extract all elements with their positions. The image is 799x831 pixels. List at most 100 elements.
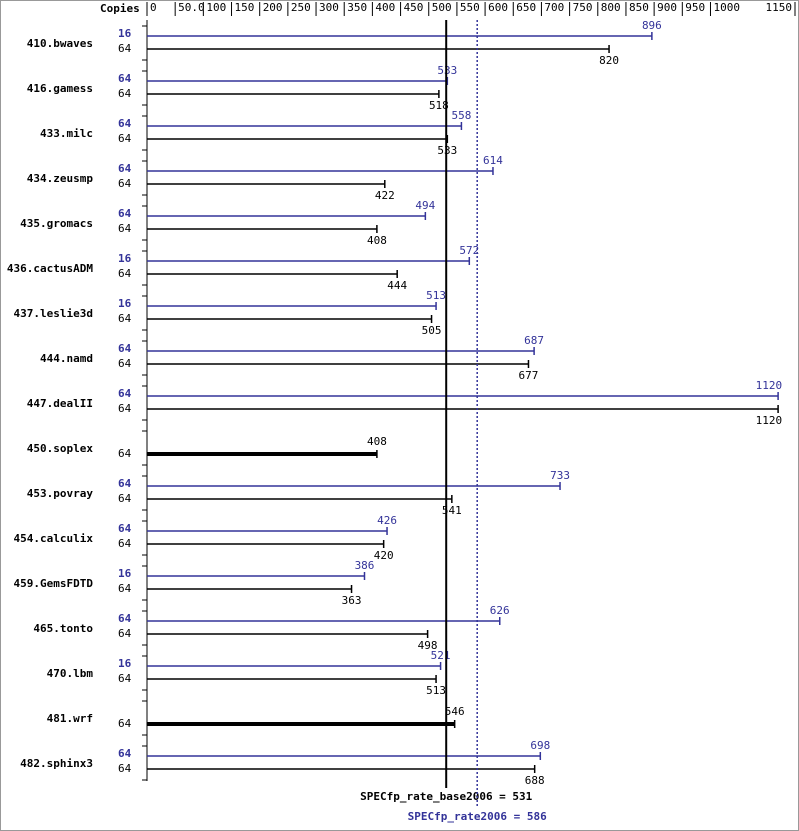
value-label: 408 xyxy=(367,234,387,247)
value-label: 626 xyxy=(490,604,510,617)
copies-label: 64 xyxy=(118,612,132,625)
value-label: 518 xyxy=(429,99,449,112)
category-label: 450.soplex xyxy=(27,442,94,455)
copies-label: 64 xyxy=(118,477,132,490)
copies-label: 64 xyxy=(118,357,132,370)
copies-header: Copies xyxy=(100,2,140,15)
copies-label: 16 xyxy=(118,27,132,40)
copies-label: 64 xyxy=(118,207,132,220)
copies-label: 64 xyxy=(118,117,132,130)
value-label: 733 xyxy=(550,469,570,482)
copies-label: 64 xyxy=(118,87,132,100)
category-label: 433.milc xyxy=(40,127,93,140)
x-tick-label: 400 xyxy=(375,1,395,14)
x-tick-label: 50.0 xyxy=(178,1,205,14)
value-label: 513 xyxy=(426,289,446,302)
value-label: 521 xyxy=(431,649,451,662)
copies-label: 64 xyxy=(118,717,132,730)
copies-label: 64 xyxy=(118,162,132,175)
x-tick-label: 950 xyxy=(685,1,705,14)
copies-label: 64 xyxy=(118,402,132,415)
x-tick-label: 500 xyxy=(432,1,452,14)
copies-label: 64 xyxy=(118,312,132,325)
copies-label: 64 xyxy=(118,342,132,355)
category-label: 482.sphinx3 xyxy=(20,757,93,770)
value-label: 541 xyxy=(442,504,462,517)
value-label: 698 xyxy=(530,739,550,752)
copies-label: 64 xyxy=(118,222,132,235)
category-label: 481.wrf xyxy=(47,712,93,725)
value-label: 533 xyxy=(437,144,457,157)
value-label: 494 xyxy=(415,199,435,212)
value-label: 688 xyxy=(525,774,545,787)
x-tick-label: 750 xyxy=(573,1,593,14)
copies-label: 64 xyxy=(118,177,132,190)
value-label: 558 xyxy=(451,109,471,122)
x-tick-label: 150 xyxy=(235,1,255,14)
category-label: 470.lbm xyxy=(47,667,94,680)
value-label: 1120 xyxy=(756,379,783,392)
value-label: 363 xyxy=(342,594,362,607)
category-label: 436.cactusADM xyxy=(7,262,93,275)
x-tick-label: 1150 xyxy=(766,1,793,14)
value-label: 614 xyxy=(483,154,503,167)
x-tick-label: 450 xyxy=(404,1,424,14)
value-label: 498 xyxy=(418,639,438,652)
copies-label: 64 xyxy=(118,387,132,400)
x-tick-label: 650 xyxy=(516,1,536,14)
copies-label: 64 xyxy=(118,72,132,85)
copies-label: 16 xyxy=(118,657,132,670)
copies-label: 16 xyxy=(118,252,132,265)
x-tick-label: 600 xyxy=(488,1,508,14)
value-label: 1120 xyxy=(756,414,783,427)
copies-label: 64 xyxy=(118,42,132,55)
copies-label: 64 xyxy=(118,522,132,535)
x-tick-label: 350 xyxy=(347,1,367,14)
value-label: 687 xyxy=(524,334,544,347)
value-label: 386 xyxy=(355,559,375,572)
value-label: 420 xyxy=(374,549,394,562)
x-tick-label: 1000 xyxy=(713,1,740,14)
copies-label: 64 xyxy=(118,672,132,685)
copies-label: 64 xyxy=(118,537,132,550)
category-label: 434.zeusmp xyxy=(27,172,94,185)
copies-label: 64 xyxy=(118,582,132,595)
value-label: 820 xyxy=(599,54,619,67)
category-label: 435.gromacs xyxy=(20,217,93,230)
copies-label: 64 xyxy=(118,762,132,775)
x-tick-label: 900 xyxy=(657,1,677,14)
category-label: 459.GemsFDTD xyxy=(14,577,94,590)
value-label: 426 xyxy=(377,514,397,527)
x-tick-label: 200 xyxy=(263,1,283,14)
value-label: 677 xyxy=(519,369,539,382)
category-label: 410.bwaves xyxy=(27,37,93,50)
copies-label: 16 xyxy=(118,567,132,580)
category-label: 437.leslie3d xyxy=(14,307,93,320)
category-label: 416.gamess xyxy=(27,82,93,95)
copies-label: 64 xyxy=(118,267,132,280)
value-label: 513 xyxy=(426,684,446,697)
x-tick-label: 550 xyxy=(460,1,480,14)
reference-label: SPECfp_rate2006 = 586 xyxy=(408,810,547,823)
copies-label: 64 xyxy=(118,447,132,460)
x-tick-label: 700 xyxy=(544,1,564,14)
x-tick-label: 850 xyxy=(629,1,649,14)
value-label: 546 xyxy=(445,705,465,718)
value-label: 422 xyxy=(375,189,395,202)
category-label: 444.namd xyxy=(40,352,93,365)
x-tick-label: 250 xyxy=(291,1,311,14)
reference-label: SPECfp_rate_base2006 = 531 xyxy=(360,790,533,803)
value-label: 533 xyxy=(437,64,457,77)
copies-label: 64 xyxy=(118,627,132,640)
category-label: 447.dealII xyxy=(27,397,93,410)
value-label: 444 xyxy=(387,279,407,292)
value-label: 896 xyxy=(642,19,662,32)
copies-label: 16 xyxy=(118,297,132,310)
x-tick-label: 800 xyxy=(601,1,621,14)
x-tick-label: 0 xyxy=(150,1,157,14)
copies-label: 64 xyxy=(118,492,132,505)
x-tick-label: 300 xyxy=(319,1,339,14)
category-label: 454.calculix xyxy=(14,532,94,545)
category-label: 453.povray xyxy=(27,487,94,500)
